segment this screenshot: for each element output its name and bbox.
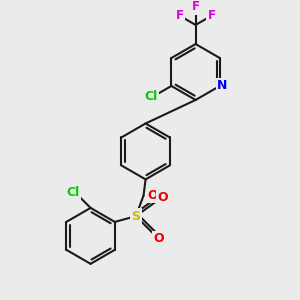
Text: Cl: Cl xyxy=(144,90,157,103)
Text: F: F xyxy=(192,0,200,13)
Text: O: O xyxy=(157,190,168,204)
Text: S: S xyxy=(131,210,140,223)
Text: N: N xyxy=(217,80,227,92)
Text: O: O xyxy=(153,232,164,245)
Text: O: O xyxy=(147,189,158,202)
Text: F: F xyxy=(176,9,184,22)
Text: Cl: Cl xyxy=(66,186,80,200)
Text: F: F xyxy=(207,9,215,22)
